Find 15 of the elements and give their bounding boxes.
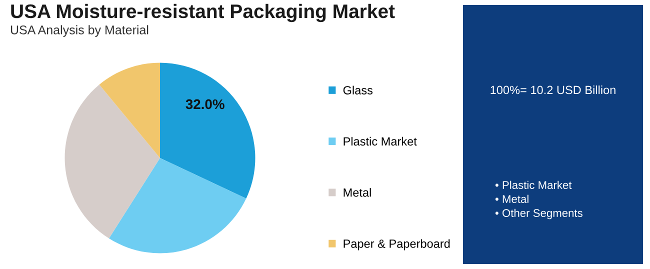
data-label: 32.0% [186,99,224,110]
text: • Other Segments [495,208,582,220]
chart-subtitle: USA Analysis by Material [10,25,148,37]
pie-slice [99,62,160,158]
legend-label: Metal [344,188,371,197]
legend-label: Glass [343,86,373,94]
legend-label: Paper & Paperboard [344,239,450,250]
pie-slice [160,62,256,199]
pie-slice [108,158,246,254]
legend-label: Plastic Market [344,136,417,146]
pie-slice [64,84,160,238]
chart-title: USA Moisture-resistant Packaging Market [11,4,395,22]
text: • Metal [495,194,528,203]
text: • Plastic Market [495,180,572,189]
text: 100%= 10.2 USD Billion [490,86,616,94]
